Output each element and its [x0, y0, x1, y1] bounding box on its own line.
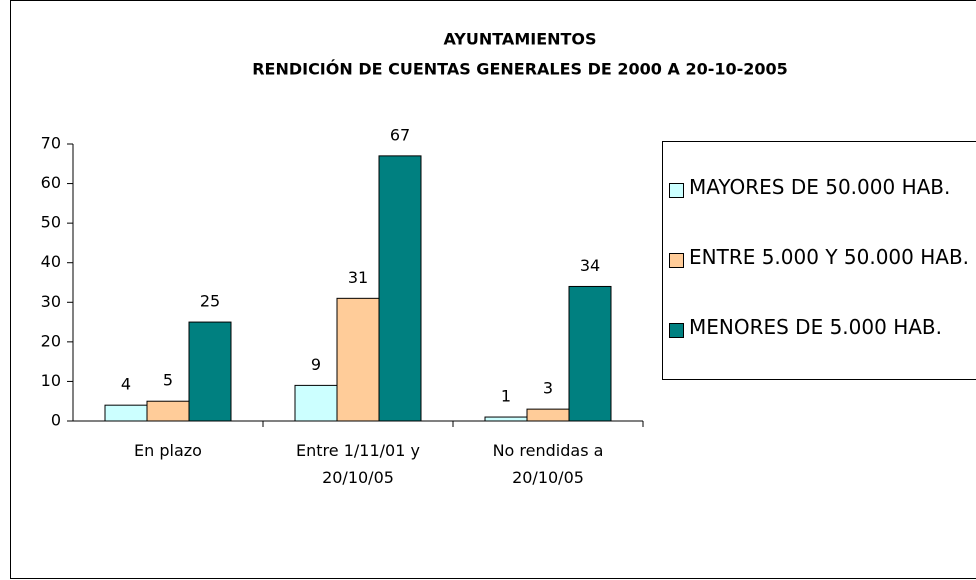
y-tick-label: 40 — [41, 252, 61, 271]
bar — [188, 321, 232, 422]
legend-label: MENORES DE 5.000 HAB. — [689, 315, 942, 339]
y-tick-label: 10 — [41, 371, 61, 390]
frame — [10, 0, 976, 579]
y-tick-label: 70 — [41, 134, 61, 153]
bar — [378, 155, 422, 422]
y-tick-label: 0 — [51, 411, 61, 430]
x-tick-label: No rendidas a 20/10/05 — [492, 441, 604, 487]
y-tick-label: 30 — [41, 292, 61, 311]
bar — [294, 384, 338, 422]
legend-swatch — [669, 183, 684, 198]
chart-subtitle: RENDICIÓN DE CUENTAS GENERALES DE 2000 A… — [252, 60, 788, 79]
data-label: 34 — [580, 256, 600, 275]
data-label: 31 — [348, 268, 368, 287]
bar — [484, 416, 528, 422]
x-tick-label: En plazo — [134, 441, 202, 460]
data-label: 3 — [543, 379, 553, 398]
legend: MAYORES DE 50.000 HAB. ENTRE 5.000 Y 50.0… — [662, 141, 976, 380]
data-label: 9 — [311, 355, 321, 374]
x-tick-label: Entre 1/11/01 y 20/10/05 — [296, 441, 420, 487]
data-label: 67 — [390, 125, 410, 144]
bar — [568, 285, 612, 422]
data-label: 25 — [200, 292, 220, 311]
legend-swatch — [669, 323, 684, 338]
y-tick-label: 20 — [41, 331, 61, 350]
bar — [146, 400, 190, 422]
legend-label: ENTRE 5.000 Y 50.000 HAB. — [689, 245, 970, 269]
data-label: 1 — [501, 387, 511, 406]
y-tick-label: 50 — [41, 213, 61, 232]
data-label: 5 — [163, 371, 173, 390]
y-tick-label: 60 — [41, 173, 61, 192]
data-label: 4 — [121, 375, 131, 394]
legend-label: MAYORES DE 50.000 HAB. — [689, 175, 951, 199]
chart-title: AYUNTAMIENTOS — [443, 30, 596, 49]
bar — [526, 408, 570, 422]
bar — [336, 297, 380, 422]
legend-swatch — [669, 253, 684, 268]
bar — [104, 404, 148, 422]
